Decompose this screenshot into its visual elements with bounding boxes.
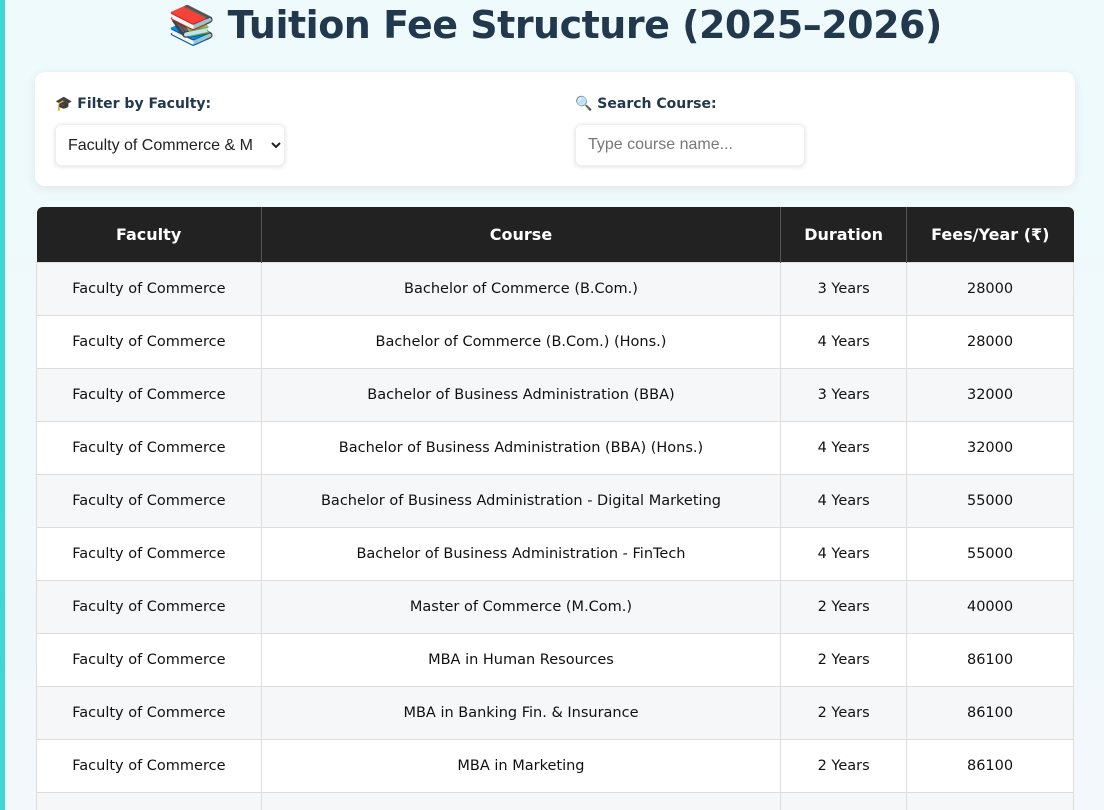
table-row: Faculty of Commerce Bachelor of Business …: [36, 474, 1074, 528]
table-cell: 28000: [906, 315, 1074, 369]
table-cell: 40000: [906, 580, 1074, 634]
table-cell: Faculty of Commerce: [36, 421, 262, 475]
table-cell: 32000: [906, 421, 1074, 475]
filter-card: 🎓 Filter by Faculty: Faculty of Commerce…: [35, 72, 1075, 186]
table-cell: 55000: [906, 474, 1074, 528]
table-cell: 4 Years: [780, 421, 908, 475]
column-header: Faculty: [36, 207, 262, 263]
table-cell: 28000: [906, 262, 1074, 316]
table-cell: Bachelor of Business Administration - Fi…: [260, 527, 782, 581]
page-title: 📚 Tuition Fee Structure (2025–2026): [168, 3, 942, 47]
table-row: Faculty of Commerce MBA in Banking Fin. &…: [36, 686, 1074, 740]
table-cell: Faculty of Commerce: [36, 315, 262, 369]
table-cell: MBA in Banking Fin. & Insurance: [260, 686, 782, 740]
table-cell: 86100: [906, 633, 1074, 687]
table-cell: MBA in Marketing: [260, 739, 782, 793]
table-cell: 4 Years: [780, 527, 908, 581]
faculty-select[interactable]: Faculty of Commerce & M: [55, 124, 285, 166]
table-row: Faculty of Commerce Bachelor of Commerce …: [36, 315, 1074, 369]
table-row: Faculty of Commerce MBA in Marketing 2 Yea…: [36, 739, 1074, 793]
table-cell: Faculty of Commerce: [36, 686, 262, 740]
table-cell: 4 Years: [780, 474, 908, 528]
table-row: Faculty of Commerce Bachelor of Business …: [36, 527, 1074, 581]
table-cell: Bachelor of Business Administration - Di…: [260, 474, 782, 528]
table-cell: 4 Years: [780, 315, 908, 369]
table-cell: 2 Years: [780, 686, 908, 740]
table-cell: MBA in Digital Marketing: [260, 792, 782, 810]
table-cell: Faculty of Commerce: [36, 633, 262, 687]
table-cell: Faculty of Commerce: [36, 474, 262, 528]
table-cell: 3 Years: [780, 368, 908, 422]
table-cell: Bachelor of Commerce (B.Com.): [260, 262, 782, 316]
table-cell: Faculty of Commerce: [36, 792, 262, 810]
table-cell: Master of Commerce (M.Com.): [260, 580, 782, 634]
fee-table: Faculty Course Duration Fees/Year (₹) Facul…: [36, 207, 1074, 810]
column-header: Course: [261, 207, 782, 263]
table-cell: Faculty of Commerce: [36, 368, 262, 422]
side-stripe: [0, 0, 5, 810]
column-header: Duration: [780, 207, 908, 263]
table-cell: MBA in Human Resources: [260, 633, 782, 687]
table-row: Faculty of Commerce Bachelor of Business …: [36, 368, 1074, 422]
faculty-label: 🎓 Filter by Faculty:: [55, 96, 212, 112]
table-cell: 3 Years: [780, 262, 908, 316]
table-cell: 2 Years: [780, 739, 908, 793]
table-row: Faculty of Commerce MBA in Human Resource…: [36, 633, 1074, 687]
table-cell: Faculty of Commerce: [36, 262, 262, 316]
table-cell: 86100: [906, 686, 1074, 740]
table-row: Faculty of Commerce Bachelor of Commerce …: [36, 262, 1074, 316]
table-cell: Bachelor of Business Administration (BBA…: [260, 421, 782, 475]
table-cell: 2 Years: [780, 792, 908, 810]
table-cell: 86100: [906, 739, 1074, 793]
column-header: Fees/Year (₹): [906, 207, 1074, 263]
table-cell: Bachelor of Commerce (B.Com.) (Hons.): [260, 315, 782, 369]
search-input[interactable]: [575, 124, 805, 166]
table-cell: Faculty of Commerce: [36, 739, 262, 793]
table-row: Faculty of Commerce Master of Commerce (M…: [36, 580, 1074, 634]
table-cell: 55000: [906, 527, 1074, 581]
table-cell: Bachelor of Business Administration (BBA…: [260, 368, 782, 422]
table-body: Faculty of Commerce Bachelor of Commerce …: [36, 262, 1074, 810]
table-cell: 2 Years: [780, 633, 908, 687]
table-cell: Faculty of Commerce: [36, 580, 262, 634]
table-row: Faculty of Commerce Bachelor of Business …: [36, 421, 1074, 475]
header-row: Faculty Course Duration Fees/Year (₹): [36, 207, 1074, 263]
table-cell: 2 Years: [780, 580, 908, 634]
table-cell: 32000: [906, 368, 1074, 422]
table-cell: 86100: [906, 792, 1074, 810]
table-cell: Faculty of Commerce: [36, 527, 262, 581]
search-label: 🔍 Search Course:: [575, 96, 717, 112]
